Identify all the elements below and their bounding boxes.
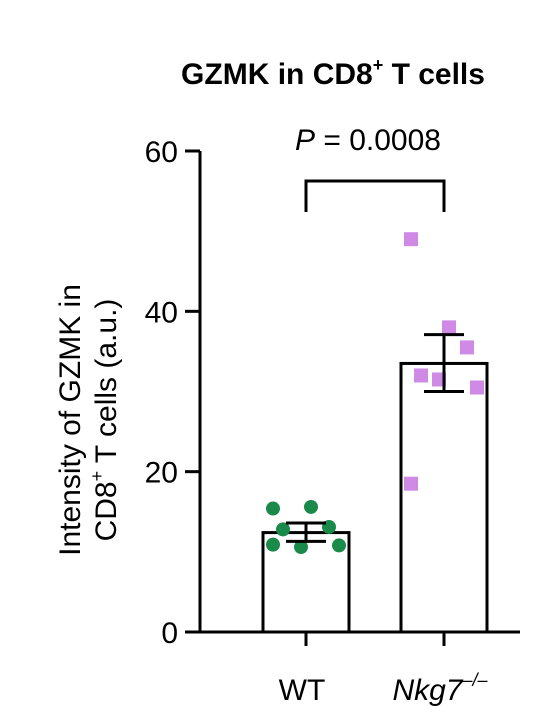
data-point <box>442 320 456 335</box>
bars <box>261 361 489 634</box>
data-point <box>404 476 418 491</box>
y-axis-label-line1: Intensity of GZMK in <box>54 284 87 556</box>
y-tick-label: 40 <box>145 296 178 329</box>
data-points <box>266 232 484 555</box>
y-axis-label: Intensity of GZMK in CD8+ T cells (a.u.) <box>54 284 123 556</box>
y-axis-label-line2: CD8+ T cells (a.u.) <box>87 299 123 542</box>
y-tick-label: 0 <box>161 617 178 650</box>
significance-bracket <box>304 179 446 212</box>
data-point <box>404 232 418 247</box>
x-category-label: WT <box>279 674 326 707</box>
data-point <box>460 340 474 355</box>
bar <box>399 361 489 634</box>
data-point <box>304 499 318 514</box>
data-point <box>266 537 280 552</box>
y-tick-label: 60 <box>145 136 178 169</box>
data-point <box>332 538 346 553</box>
x-category-label: Nkg7–/– <box>392 670 488 707</box>
y-axis: 0 20 40 60 <box>145 136 520 650</box>
p-value-label: P = 0.0008 <box>295 124 441 157</box>
data-point <box>414 368 428 383</box>
x-axis-labels: WT Nkg7–/– <box>279 670 489 707</box>
data-point <box>294 540 308 555</box>
y-tick-label: 20 <box>145 457 178 490</box>
data-point <box>470 380 484 395</box>
significance-annotation: P = 0.0008 <box>295 124 446 212</box>
data-point <box>276 522 290 537</box>
data-point <box>266 501 280 516</box>
chart-title: GZMK in CD8+ T cells <box>181 55 485 91</box>
